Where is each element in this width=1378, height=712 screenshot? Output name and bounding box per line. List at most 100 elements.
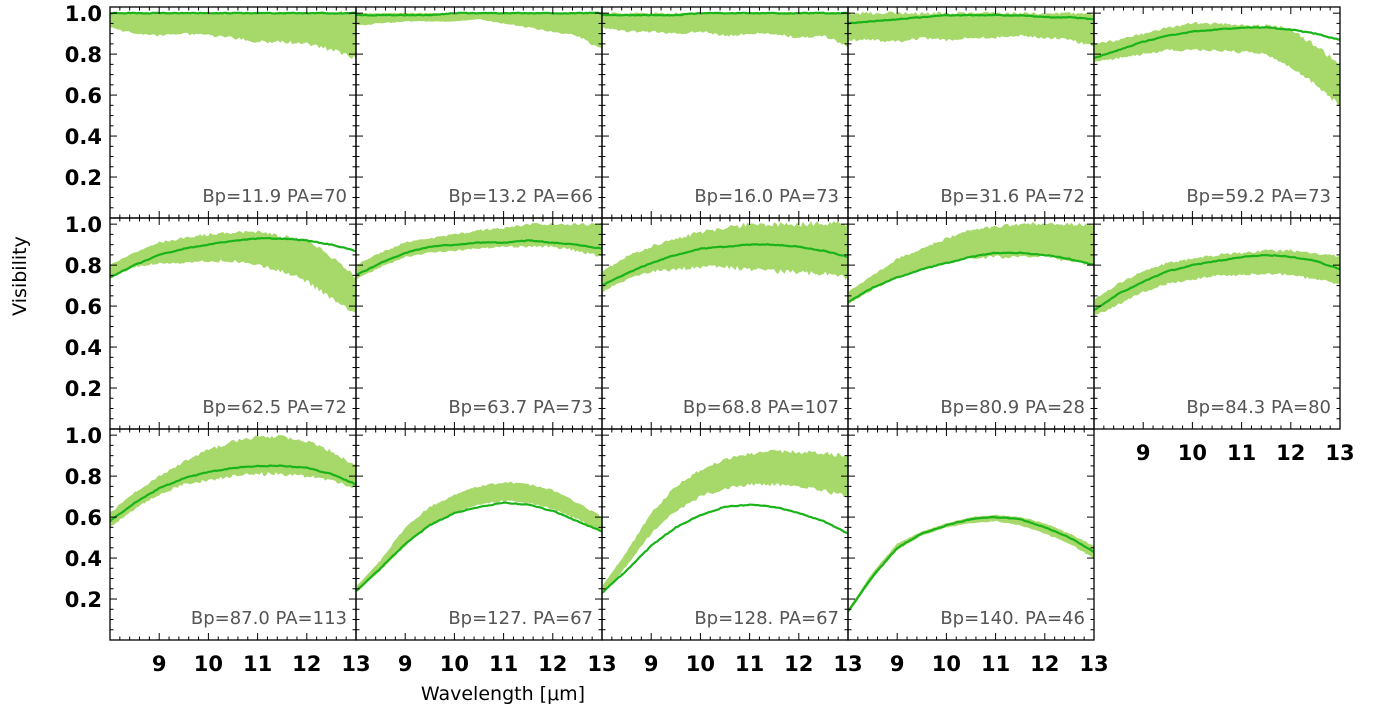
x-tick-label: 9: [398, 652, 413, 676]
uncertainty-band: [356, 12, 602, 48]
uncertainty-band: [602, 11, 848, 48]
panel: Bp=31.6 PA=72: [847, 6, 1095, 219]
x-tick-label: 10: [686, 652, 715, 676]
x-tick-label: 10: [440, 652, 469, 676]
x-tick-label: 12: [1276, 441, 1305, 465]
panel: Bp=11.9 PA=70: [109, 6, 357, 219]
y-axis-label: Visibility: [9, 236, 31, 316]
model-line: [848, 13, 1094, 25]
uncertainty-band: [110, 435, 356, 528]
x-tick-label: 9: [644, 652, 659, 676]
panel: Bp=87.0 PA=113: [109, 428, 357, 641]
x-tick-label: 13: [587, 652, 616, 676]
x-tick-label: 12: [784, 652, 813, 676]
y-tick-label: 0.8: [65, 254, 102, 278]
panel-label: Bp=62.5 PA=72: [202, 397, 347, 418]
y-tick-label: 0.2: [65, 377, 102, 401]
x-axis-label: Wavelength [μm]: [421, 683, 585, 705]
panel-label: Bp=59.2 PA=73: [1186, 186, 1331, 207]
panel-frame: [1093, 217, 1341, 430]
tick-labels: 0.2 0.4 0.6 0.8 1.0 0.2 0.4 0.6 0.8 1.0 0.2 0.4 0.6 0…: [65, 2, 1355, 676]
panel-frame: [847, 428, 1095, 641]
model-line: [110, 236, 356, 279]
model-line: [356, 501, 602, 592]
y-tick-label: 1.0: [65, 424, 102, 448]
panel-label: Bp=127. PA=67: [448, 608, 593, 629]
model-line: [356, 11, 602, 17]
y-tick-label: 0.6: [65, 506, 102, 530]
panel: Bp=84.3 PA=80: [1093, 217, 1341, 430]
x-tick-label: 13: [1079, 652, 1108, 676]
model-line: [602, 243, 848, 287]
uncertainty-band: [602, 449, 848, 596]
x-tick-label: 11: [489, 652, 518, 676]
panel: Bp=13.2 PA=66: [355, 6, 603, 219]
panel-ticks: [110, 218, 357, 429]
x-tick-label: 11: [243, 652, 272, 676]
y-tick-label: 1.0: [65, 2, 102, 26]
panel-ticks: [1094, 218, 1341, 429]
x-tick-label: 10: [932, 652, 961, 676]
panel: Bp=127. PA=67: [355, 428, 603, 641]
model-line: [110, 11, 356, 15]
panel-label: Bp=84.3 PA=80: [1186, 397, 1331, 418]
x-tick-label: 10: [194, 652, 223, 676]
y-tick-label: 0.4: [65, 336, 102, 360]
y-tick-label: 0.8: [65, 43, 102, 67]
model-line: [602, 503, 848, 594]
model-line: [848, 251, 1094, 304]
x-tick-label: 12: [292, 652, 321, 676]
panel-ticks: [848, 429, 1095, 640]
y-tick-label: 0.2: [65, 588, 102, 612]
uncertainty-band: [848, 514, 1094, 614]
panel-label: Bp=87.0 PA=113: [191, 608, 347, 629]
panel: Bp=59.2 PA=73: [1093, 6, 1341, 219]
panel: Bp=80.9 PA=28: [847, 217, 1095, 430]
uncertainty-band: [1094, 249, 1340, 317]
panel-label: Bp=140. PA=46: [940, 608, 1085, 629]
uncertainty-band: [848, 221, 1094, 305]
y-tick-label: 0.6: [65, 84, 102, 108]
x-tick-label: 12: [538, 652, 567, 676]
uncertainty-band: [356, 222, 602, 281]
y-tick-label: 0.8: [65, 465, 102, 489]
x-tick-label: 11: [981, 652, 1010, 676]
panel: Bp=140. PA=46: [847, 428, 1095, 641]
panel-label: Bp=16.0 PA=73: [694, 186, 839, 207]
panel-label: Bp=128. PA=67: [694, 608, 839, 629]
y-tick-label: 0.4: [65, 547, 102, 571]
model-line: [110, 464, 356, 523]
y-tick-label: 1.0: [65, 213, 102, 237]
x-tick-label: 13: [341, 652, 370, 676]
panel-label: Bp=63.7 PA=73: [448, 397, 593, 418]
panel-label: Bp=80.9 PA=28: [940, 397, 1085, 418]
x-tick-label: 9: [1136, 441, 1151, 465]
x-tick-label: 13: [1325, 441, 1354, 465]
panel-ticks: [848, 218, 1095, 429]
uncertainty-band: [602, 221, 848, 292]
panel-ticks: [110, 7, 357, 218]
panel-ticks: [1094, 7, 1341, 218]
model-line: [1094, 25, 1340, 60]
model-line: [1094, 253, 1340, 312]
y-tick-label: 0.6: [65, 295, 102, 319]
panel: Bp=62.5 PA=72: [109, 217, 357, 430]
panel-label: Bp=11.9 PA=70: [202, 186, 347, 207]
x-tick-label: 9: [890, 652, 905, 676]
x-tick-label: 10: [1178, 441, 1207, 465]
y-tick-label: 0.2: [65, 166, 102, 190]
model-line: [356, 239, 602, 277]
uncertainty-band: [848, 11, 1094, 47]
panel-label: Bp=31.6 PA=72: [940, 186, 1085, 207]
panel: Bp=63.7 PA=73: [355, 217, 603, 430]
panel: Bp=128. PA=67: [601, 428, 849, 641]
uncertainty-band: [1094, 21, 1340, 106]
panels: Bp=11.9 PA=70 Bp=13.2 PA=66 Bp=16.0 PA=73 B…: [109, 6, 1341, 641]
panel: Bp=16.0 PA=73: [601, 6, 849, 219]
x-tick-label: 12: [1030, 652, 1059, 676]
x-tick-label: 11: [735, 652, 764, 676]
panel-label: Bp=68.8 PA=107: [683, 397, 839, 418]
uncertainty-band: [356, 481, 602, 593]
panel: Bp=68.8 PA=107: [601, 217, 849, 430]
